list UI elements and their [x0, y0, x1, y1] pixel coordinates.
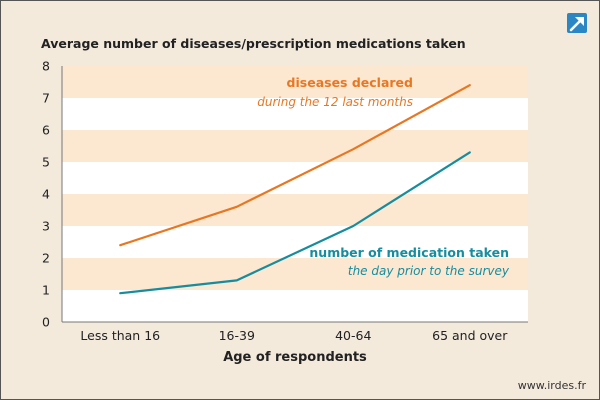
y-tick-label: 3	[42, 219, 50, 234]
x-axis-label: Age of respondents	[223, 350, 367, 365]
x-tick-label: 40-64	[335, 328, 371, 343]
y-tick-label: 0	[42, 315, 50, 330]
x-ticks: Less than 16 16-39 40-64 65 and over	[80, 328, 508, 343]
x-tick-label: 65 and over	[432, 328, 508, 343]
y-tick-label: 8	[42, 59, 50, 74]
series-line-medication	[119, 151, 471, 295]
arrow-up-right-icon[interactable]	[567, 13, 587, 33]
series-lines	[119, 84, 471, 295]
y-tick-label: 4	[42, 187, 50, 202]
series-label-medication: number of medication taken	[309, 245, 509, 260]
y-tick-label: 2	[42, 251, 50, 266]
grid-band	[62, 258, 528, 290]
chart-title: Average number of diseases/prescription …	[41, 36, 466, 51]
grid-band	[62, 98, 528, 130]
y-tick-label: 5	[42, 155, 50, 170]
series-line-diseases	[119, 84, 471, 247]
y-tick-label: 7	[42, 91, 50, 106]
series-sublabel-medication: the day prior to the survey	[348, 264, 510, 278]
x-tick-label: Less than 16	[80, 328, 160, 343]
grid-band	[62, 194, 528, 226]
series-sublabel-diseases: during the 12 last months	[257, 95, 413, 109]
grid-band	[62, 290, 528, 322]
y-ticks: 0 1 2 3 4 5 6 7 8	[42, 59, 50, 330]
x-tick-label: 16-39	[219, 328, 255, 343]
source-link[interactable]: www.irdes.fr	[518, 379, 587, 392]
y-tick-label: 6	[42, 123, 50, 138]
grid-band	[62, 130, 528, 162]
y-tick-label: 1	[42, 283, 50, 298]
grid-band	[62, 66, 528, 98]
series-label-diseases: diseases declared	[287, 75, 413, 90]
